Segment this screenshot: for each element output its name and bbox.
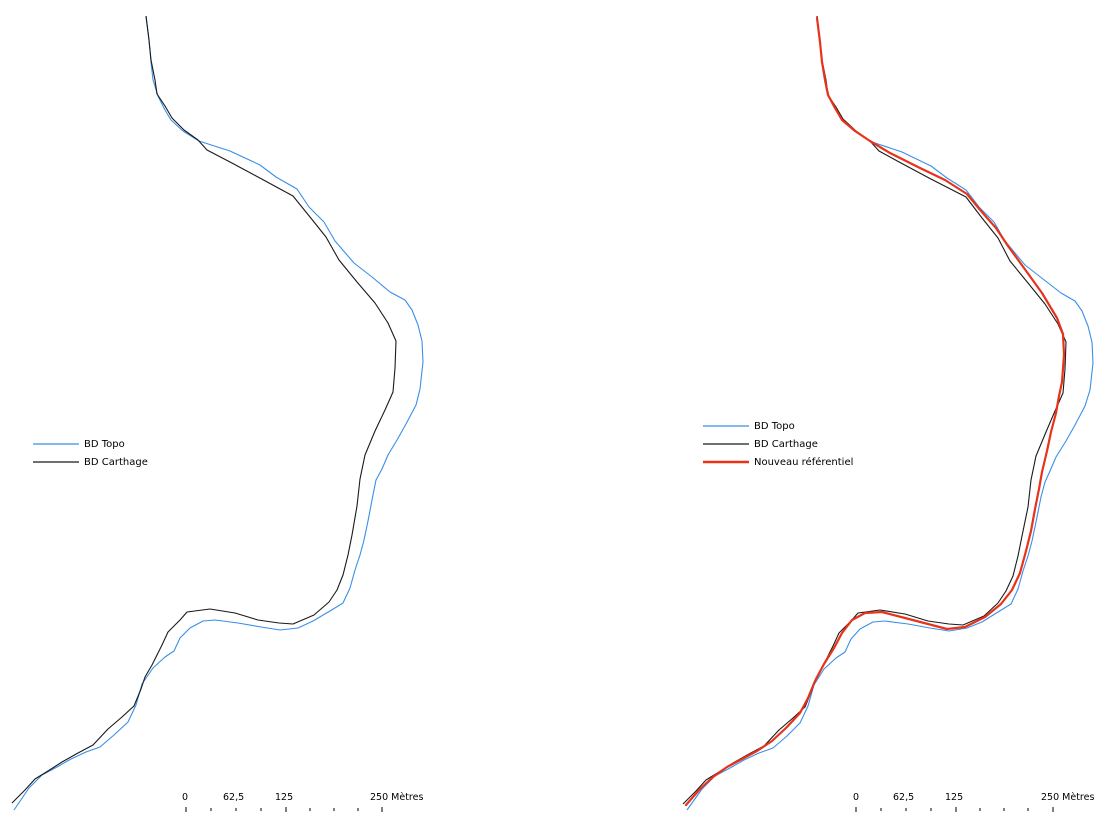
legend-label-bd-carthage-right: BD Carthage xyxy=(754,439,818,450)
right-map-panel: BD Topo BD Carthage Nouveau référentiel … xyxy=(682,15,1094,812)
scale-label-0-left: 0 xyxy=(182,792,188,803)
legend-label-bd-topo-left: BD Topo xyxy=(84,439,125,450)
legend-right: BD Topo BD Carthage Nouveau référentiel xyxy=(703,421,853,468)
scale-ticks-left xyxy=(185,807,383,812)
scale-label-62-5-right: 62,5 xyxy=(893,792,914,803)
legend-left: BD Topo BD Carthage xyxy=(33,439,148,468)
scale-label-125-left: 125 xyxy=(275,792,293,803)
bd-carthage-line-right xyxy=(682,15,1067,805)
scale-label-62-5-left: 62,5 xyxy=(223,792,244,803)
scale-bar-right: 0 62,5 125 250 Mètres xyxy=(853,792,1094,812)
left-map-panel: BD Topo BD Carthage 0 62,5 125 250 Mètre… xyxy=(11,15,424,812)
bd-topo-line-right xyxy=(686,15,1094,811)
scale-label-250-left: 250 Mètres xyxy=(370,792,423,803)
legend-label-bd-topo-right: BD Topo xyxy=(754,421,795,432)
bd-carthage-line-left xyxy=(11,15,397,804)
bd-topo-line-left xyxy=(13,15,424,811)
legend-label-bd-carthage-left: BD Carthage xyxy=(84,457,148,468)
scale-label-250-right: 250 Mètres xyxy=(1041,792,1094,803)
scale-label-0-right: 0 xyxy=(853,792,859,803)
nouveau-referentiel-line-right xyxy=(684,16,1066,807)
scale-bar-left: 0 62,5 125 250 Mètres xyxy=(182,792,423,812)
scale-label-125-right: 125 xyxy=(945,792,963,803)
legend-label-nouveau-referentiel-right: Nouveau référentiel xyxy=(754,456,853,468)
scale-ticks-right xyxy=(855,807,1054,812)
